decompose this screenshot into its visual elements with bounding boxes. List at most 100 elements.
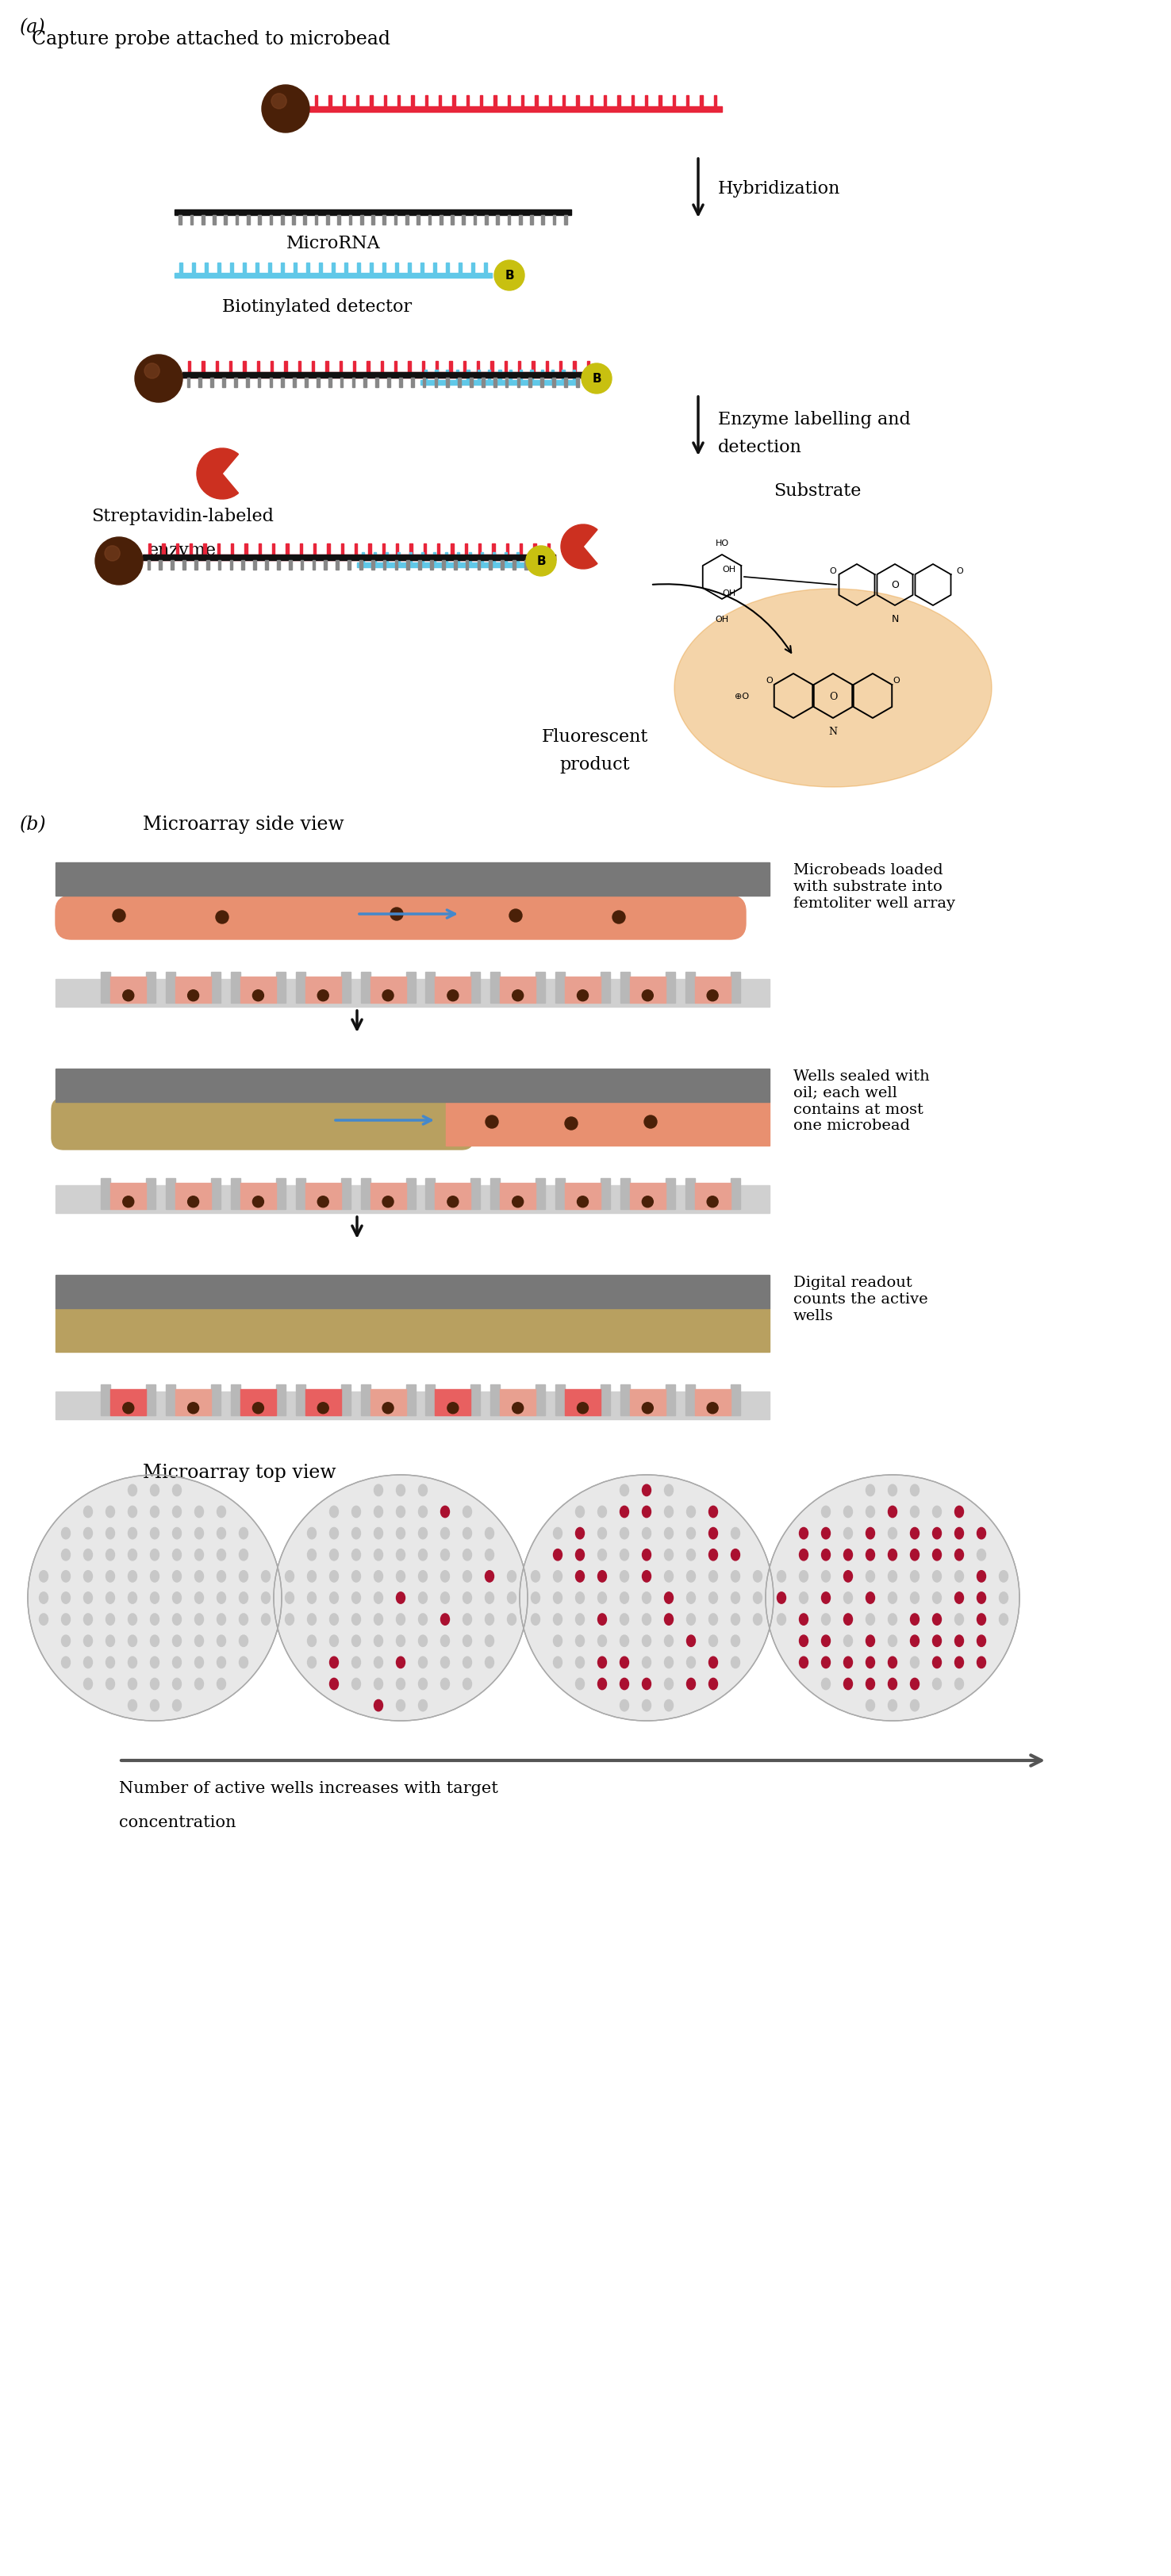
Ellipse shape <box>330 1571 338 1582</box>
Ellipse shape <box>40 1615 48 1625</box>
Text: Streptavidin-labeled: Streptavidin-labeled <box>91 507 274 526</box>
Text: Substrate: Substrate <box>773 482 861 500</box>
Ellipse shape <box>351 1592 361 1605</box>
Bar <box>258 216 261 224</box>
Bar <box>546 361 548 374</box>
Circle shape <box>582 363 611 394</box>
Ellipse shape <box>910 1548 919 1561</box>
Ellipse shape <box>128 1548 137 1561</box>
Ellipse shape <box>664 1548 673 1561</box>
Ellipse shape <box>485 1548 494 1561</box>
Ellipse shape <box>308 1571 316 1582</box>
Circle shape <box>577 989 588 1002</box>
Ellipse shape <box>686 1571 696 1582</box>
Bar <box>211 971 220 1002</box>
Ellipse shape <box>865 1615 875 1625</box>
Bar <box>259 544 261 554</box>
Bar <box>381 361 383 374</box>
Bar <box>477 361 480 374</box>
Bar <box>484 263 487 273</box>
Bar <box>452 95 456 106</box>
Ellipse shape <box>598 1615 607 1625</box>
Text: N: N <box>891 613 898 623</box>
Bar <box>341 1383 350 1414</box>
Bar <box>433 554 436 564</box>
Bar <box>501 562 504 569</box>
Ellipse shape <box>888 1528 897 1540</box>
Bar <box>601 1177 610 1208</box>
Bar <box>359 562 362 569</box>
Ellipse shape <box>351 1680 361 1690</box>
Ellipse shape <box>485 1656 494 1669</box>
Circle shape <box>707 1404 718 1414</box>
Circle shape <box>383 1198 393 1208</box>
Ellipse shape <box>642 1592 651 1605</box>
Ellipse shape <box>128 1528 137 1540</box>
Ellipse shape <box>731 1615 740 1625</box>
Bar <box>466 562 468 569</box>
Bar <box>149 544 151 554</box>
Circle shape <box>187 1404 199 1414</box>
Circle shape <box>144 363 159 379</box>
Bar <box>446 263 448 273</box>
Ellipse shape <box>172 1656 182 1669</box>
Ellipse shape <box>576 1528 584 1540</box>
Bar <box>478 544 481 554</box>
Bar <box>450 361 452 374</box>
Ellipse shape <box>150 1700 159 1710</box>
Bar <box>463 216 465 224</box>
Bar <box>564 1182 601 1208</box>
Ellipse shape <box>642 1548 651 1561</box>
Bar <box>536 562 539 569</box>
Ellipse shape <box>910 1700 919 1710</box>
Ellipse shape <box>308 1528 316 1540</box>
Bar <box>434 379 437 386</box>
Bar <box>218 263 220 273</box>
Bar <box>564 379 567 386</box>
Ellipse shape <box>150 1680 159 1690</box>
Bar <box>576 95 578 106</box>
Bar <box>242 361 246 374</box>
Ellipse shape <box>418 1700 427 1710</box>
Ellipse shape <box>619 1656 629 1669</box>
Bar <box>55 979 769 1007</box>
Ellipse shape <box>83 1615 93 1625</box>
Ellipse shape <box>800 1636 808 1646</box>
Bar <box>457 554 459 564</box>
Ellipse shape <box>664 1656 673 1669</box>
Ellipse shape <box>619 1592 629 1605</box>
Bar <box>281 379 285 386</box>
Bar <box>306 976 341 1002</box>
Bar <box>101 1383 110 1414</box>
Circle shape <box>215 912 228 925</box>
Ellipse shape <box>910 1636 919 1646</box>
Ellipse shape <box>778 1615 786 1625</box>
Ellipse shape <box>217 1548 226 1561</box>
Bar <box>631 95 634 106</box>
Ellipse shape <box>932 1592 941 1605</box>
Bar <box>382 544 385 554</box>
Ellipse shape <box>150 1484 159 1497</box>
Bar <box>258 379 260 386</box>
Ellipse shape <box>822 1528 830 1540</box>
Bar <box>231 263 233 273</box>
Bar <box>491 971 500 1002</box>
Text: OH: OH <box>723 567 735 574</box>
Ellipse shape <box>172 1507 182 1517</box>
Bar <box>110 1182 146 1208</box>
Ellipse shape <box>374 1615 383 1625</box>
Bar <box>296 1177 306 1208</box>
Bar <box>364 379 367 386</box>
Bar <box>417 216 419 224</box>
Bar <box>480 554 484 564</box>
Ellipse shape <box>330 1656 338 1669</box>
Bar <box>371 562 374 569</box>
Ellipse shape <box>888 1507 897 1517</box>
Text: HO: HO <box>715 538 728 546</box>
Ellipse shape <box>619 1615 629 1625</box>
Ellipse shape <box>954 1571 964 1582</box>
Bar <box>296 1383 306 1414</box>
Circle shape <box>707 989 718 1002</box>
Ellipse shape <box>463 1656 472 1669</box>
Circle shape <box>135 355 183 402</box>
